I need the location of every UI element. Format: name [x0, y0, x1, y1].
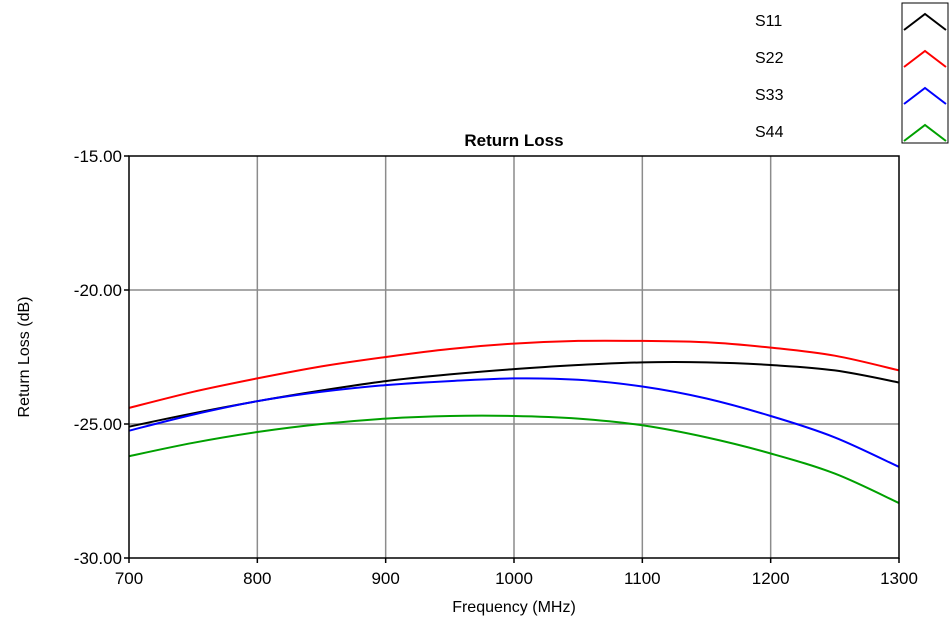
x-tick-label: 1100 [624, 569, 661, 588]
legend-swatch-s22 [903, 49, 947, 68]
legend-label-s11: S11 [755, 13, 782, 30]
legend-swatch-s33 [903, 86, 947, 105]
y-tick-label: -15.00 [74, 147, 122, 166]
x-tick-label: 800 [243, 569, 271, 588]
series-line-s33 [128, 377, 900, 468]
x-tick-label: 900 [371, 569, 399, 588]
legend-label-s33: S33 [755, 87, 784, 104]
x-axis-label: Frequency (MHz) [452, 599, 576, 616]
grid-lines [129, 156, 899, 558]
series-line-s22 [128, 339, 900, 409]
legend-label-s44: S44 [755, 124, 784, 141]
chart-title: Return Loss [464, 131, 563, 150]
legend-swatch-s11 [903, 12, 947, 31]
x-tick-label: 1300 [880, 569, 918, 588]
y-tick-label: -30.00 [74, 549, 122, 568]
y-tick-label: -25.00 [74, 415, 122, 434]
legend: S11 S22 S33 S44 [755, 2, 949, 144]
series-lines [128, 339, 900, 505]
y-axis-label: Return Loss (dB) [16, 297, 33, 418]
legend-box [901, 2, 949, 144]
y-tick-label: -20.00 [74, 281, 122, 300]
x-tick-label: 1000 [495, 569, 533, 588]
legend-label-s22: S22 [755, 50, 784, 67]
legend-swatch-s44 [903, 123, 947, 142]
x-tick-label: 700 [115, 569, 143, 588]
series-line-s44 [128, 414, 900, 505]
x-tick-label: 1200 [752, 569, 790, 588]
axis-ticks: 700 800 900 1000 1100 1200 1300 -15.00 -20.00 -25… [74, 147, 918, 588]
